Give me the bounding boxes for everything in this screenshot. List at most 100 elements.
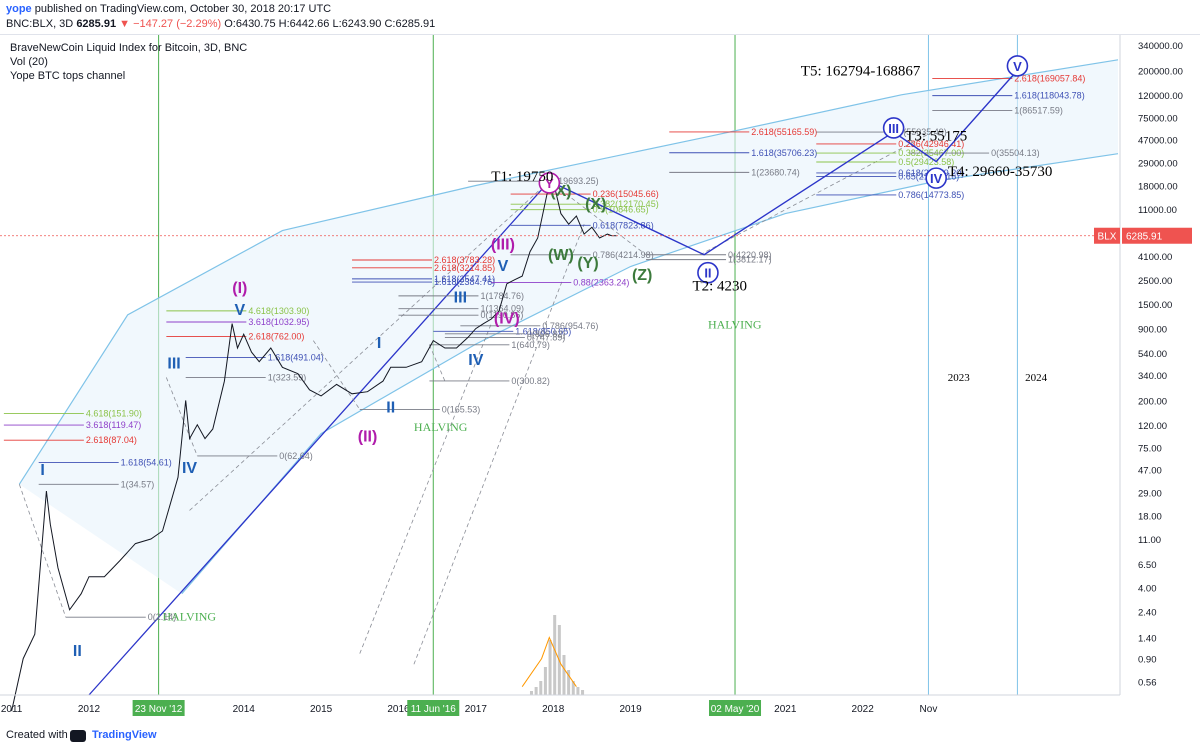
halving-date-tag: 23 Nov '12 xyxy=(135,704,183,715)
fib-level-label: 0(1190.86) xyxy=(480,310,523,320)
publisher-username[interactable]: yope xyxy=(6,3,32,15)
fib-level-label: 2.618(762.00) xyxy=(248,332,304,342)
price-axis-tick: 11.00 xyxy=(1138,535,1161,546)
fib-level-label: 1.618(2547.41) xyxy=(434,274,495,284)
legend-channel[interactable]: Yope BTC tops channel xyxy=(10,70,126,82)
wave-label: (W) xyxy=(548,247,574,264)
wave-label: (IV) xyxy=(494,311,520,328)
fib-level-label: 0.786(954.76) xyxy=(542,321,598,331)
price-axis-tick: 120000.00 xyxy=(1138,91,1183,102)
legend-title[interactable]: BraveNewCoin Liquid Index for Bitcoin, 3… xyxy=(10,42,248,54)
halving-date-tag-bg xyxy=(407,700,460,716)
target-annotation: T3: 55175 xyxy=(905,129,967,145)
price-axis-tick: 340000.00 xyxy=(1138,41,1183,52)
chart-header: yope published on TradingView.com, Octob… xyxy=(0,0,1200,35)
halving-label: HALVING xyxy=(162,609,216,623)
circled-wave-marker xyxy=(882,117,905,139)
fib-level-label: 1(34.57) xyxy=(121,479,155,489)
price-axis-tick: 0.56 xyxy=(1138,677,1157,688)
dashed-helper-line xyxy=(700,131,933,256)
fib-level-label: 0.88(2363.24) xyxy=(573,277,629,287)
circled-wave-marker xyxy=(538,172,561,194)
price-axis-tick: 340.00 xyxy=(1138,371,1167,382)
fib-level-label: 1(86517.59) xyxy=(1014,105,1063,115)
fib-level-label: 2.618(87.04) xyxy=(86,435,137,445)
publisher-line: yope published on TradingView.com, Octob… xyxy=(6,3,331,15)
wave-label: V xyxy=(498,258,509,275)
legend-volume[interactable]: Vol (20) xyxy=(10,56,48,68)
wave-label: IV xyxy=(468,352,483,369)
fib-level-label: 1(640.79) xyxy=(511,340,550,350)
dashed-helper-line xyxy=(413,224,585,665)
time-axis-tick: 2015 xyxy=(310,704,333,715)
wave-label: (X) xyxy=(585,196,606,213)
volume-bar xyxy=(553,615,557,695)
wave-label: V xyxy=(235,302,246,319)
fib-level-label: 1.618(850.65) xyxy=(515,326,571,336)
wave-label: (Y) xyxy=(577,255,598,272)
dashed-helper-line xyxy=(165,377,198,457)
fib-level-label: 0.618(7823.86) xyxy=(593,220,654,230)
price-axis-tick: 1500.00 xyxy=(1138,300,1172,311)
time-axis-tick: 2021 xyxy=(774,704,797,715)
fib-level-label: 0.382(12170.45) xyxy=(593,199,659,209)
fib-level-label: 2.618(3783.28) xyxy=(434,255,495,265)
price-axis-tick: 120.00 xyxy=(1138,421,1167,432)
volume-bar xyxy=(539,681,543,695)
fib-level-label: 2.618(169057.84) xyxy=(1014,73,1085,83)
fib-level-label: 0.786(14773.85) xyxy=(898,190,964,200)
time-axis-tick: Nov xyxy=(920,704,938,715)
year-label: 2024 xyxy=(1025,372,1048,384)
low-value: L:6243.90 xyxy=(332,18,382,30)
ohlc-line: BNC:BLX, 3D 6285.91 ▼ −147.27 (−2.29%) O… xyxy=(6,18,435,30)
price-axis-tick: 18000.00 xyxy=(1138,181,1178,192)
fib-level-label: 1.618(118043.78) xyxy=(1014,91,1084,101)
price-chart[interactable]: HALVINGHALVINGHALVING4.618(151.90)3.618(… xyxy=(0,35,1200,723)
wave-label: (III) xyxy=(491,237,515,254)
high-value: H:6442.66 xyxy=(278,18,330,30)
symbol-tag: BLX xyxy=(1098,232,1117,243)
fib-level-label: 1(23680.74) xyxy=(751,167,800,177)
target-annotation: T1: 19750 xyxy=(491,169,553,185)
halving-label: HALVING xyxy=(414,420,468,434)
created-with-label: Created with xyxy=(6,729,68,741)
tradingview-brand[interactable]: TradingView xyxy=(92,729,157,741)
circled-wave-marker xyxy=(925,167,947,189)
time-axis-tick: 2011 xyxy=(1,704,23,715)
fib-level-label: 0.236(15045.66) xyxy=(593,189,659,199)
halving-date-tag: 02 May '20 xyxy=(711,704,760,715)
halving-date-tag-bg xyxy=(709,700,762,716)
close-value: C:6285.91 xyxy=(384,18,436,30)
fib-level-label: 0(300.82) xyxy=(511,376,550,386)
fib-level-label: 0.5(29423.58) xyxy=(898,157,954,167)
price-line xyxy=(11,179,617,712)
fib-level-label: 0(4220.98) xyxy=(728,250,772,260)
volume-bar xyxy=(529,691,533,695)
wave-label: (Z) xyxy=(632,267,652,284)
price-change: ▼ −147.27 (−2.29%) xyxy=(119,18,222,30)
tops-channel-upper-line xyxy=(18,59,1119,485)
tradingview-logo-icon[interactable] xyxy=(70,730,86,742)
fib-level-label: 3.618(1032.95) xyxy=(248,317,309,327)
fib-level-label: 2.618(55165.59) xyxy=(751,127,817,137)
price-axis-tick: 18.00 xyxy=(1138,511,1162,522)
symbol-tag-bg xyxy=(1094,227,1120,244)
last-price-tag: 6285.91 xyxy=(1126,232,1163,243)
time-axis-tick: 2016 xyxy=(387,704,410,715)
price-axis-tick: 1.40 xyxy=(1138,633,1157,644)
volume-bar xyxy=(534,687,538,695)
price-axis-tick: 11000.00 xyxy=(1138,205,1177,216)
price-axis-tick: 900.00 xyxy=(1138,325,1167,336)
price-axis-tick: 2.40 xyxy=(1138,608,1157,619)
price-axis-tick: 29000.00 xyxy=(1138,159,1178,170)
fib-level-label: 1(3812.17) xyxy=(728,255,772,265)
halving-label: HALVING xyxy=(708,318,762,332)
last-price: 6285.91 xyxy=(76,18,117,30)
year-label: 2023 xyxy=(948,372,971,384)
price-axis-tick: 4100.00 xyxy=(1138,252,1172,263)
wave-label: III xyxy=(454,290,467,307)
symbol-label: BNC:BLX, 3D xyxy=(6,18,74,30)
fib-level-label: 0(55035.49) xyxy=(898,127,947,137)
target-annotation: T4: 29660-35730 xyxy=(948,164,1053,180)
target-annotation: T5: 162794-168867 xyxy=(801,63,921,79)
